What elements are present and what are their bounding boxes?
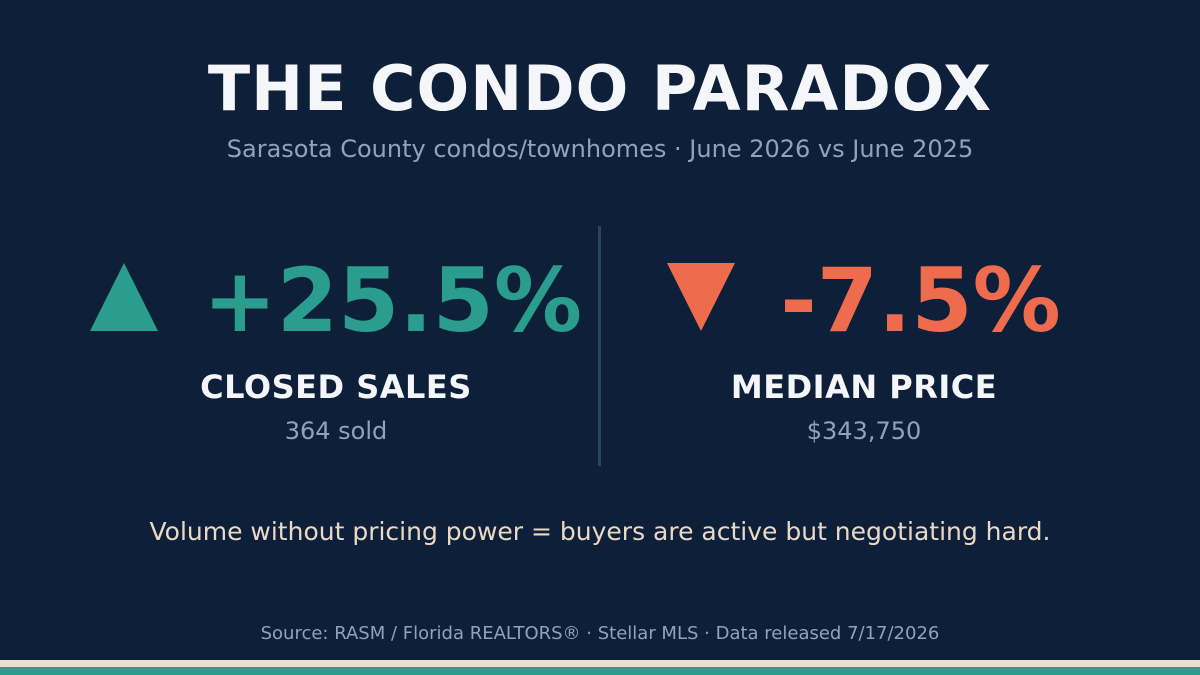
median-price-headline: -7.5% [600, 250, 1128, 351]
stat-divider [598, 226, 601, 466]
median-price-label: MEDIAN PRICE [730, 368, 998, 406]
median-price-detail: $343,750 [806, 417, 922, 445]
source-note: Source: RASM / Florida REALTORS® · Stell… [260, 623, 940, 644]
closed-sales-headline: +25.5% [36, 250, 636, 351]
closed-sales-detail: 364 sold [284, 417, 388, 445]
footer-stripe-cream [0, 660, 1200, 667]
closed-sales-label: CLOSED SALES [200, 368, 472, 406]
page-subtitle: Sarasota County condos/townhomes · June … [226, 135, 974, 163]
median-price-change: -7.5% [780, 248, 1061, 352]
closed-sales-change: +25.5% [203, 248, 583, 352]
triangle-down-icon [667, 262, 736, 331]
triangle-up-icon [89, 262, 158, 331]
tagline: Volume without pricing power = buyers ar… [149, 517, 1051, 546]
footer-stripe-teal [0, 667, 1200, 675]
page-title: THE CONDO PARADOX [207, 52, 993, 125]
